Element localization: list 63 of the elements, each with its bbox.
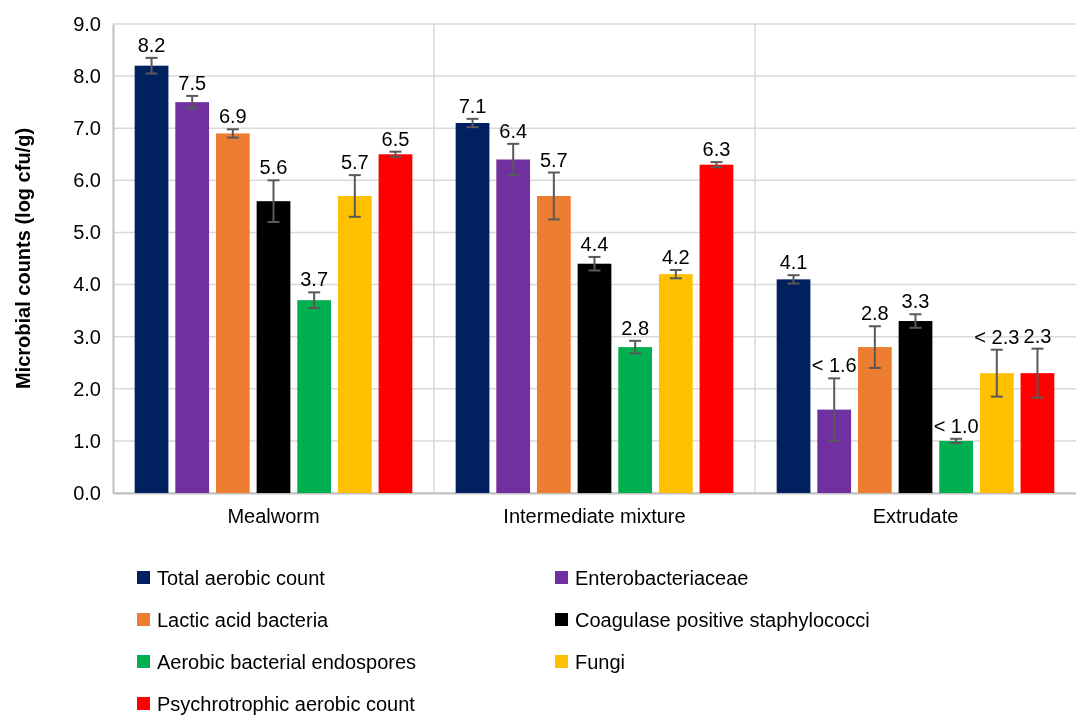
y-tick-label: 0.0 bbox=[73, 481, 101, 504]
bar bbox=[658, 274, 693, 493]
legend-label: Coagulase positive staphylococci bbox=[575, 609, 870, 631]
y-tick-label: 6.0 bbox=[73, 169, 101, 192]
bar bbox=[618, 347, 653, 493]
bar bbox=[378, 154, 413, 493]
data-label: 6.5 bbox=[381, 127, 410, 150]
bar bbox=[256, 201, 291, 493]
y-tick-label: 2.0 bbox=[73, 377, 101, 400]
bar bbox=[577, 263, 612, 493]
data-label: < 2.3 bbox=[974, 325, 1020, 348]
data-label: 4.1 bbox=[779, 251, 808, 274]
y-tick-label: 4.0 bbox=[73, 273, 101, 296]
y-axis-title: Microbial counts (log cfu/g) bbox=[12, 127, 34, 390]
data-label: 3.3 bbox=[901, 290, 930, 313]
legend-label: Fungi bbox=[575, 651, 626, 673]
data-label: 4.4 bbox=[580, 232, 609, 255]
y-tick-label: 7.0 bbox=[73, 117, 101, 140]
bar bbox=[898, 321, 933, 493]
bar bbox=[1020, 373, 1055, 493]
data-label: 2.8 bbox=[860, 302, 889, 325]
data-label: 8.2 bbox=[137, 33, 166, 56]
data-label: 4.2 bbox=[661, 245, 690, 268]
data-label: 7.5 bbox=[178, 71, 207, 94]
bar bbox=[699, 164, 734, 493]
bar bbox=[817, 409, 852, 493]
data-label: < 1.0 bbox=[933, 414, 979, 437]
data-label: 3.7 bbox=[300, 268, 329, 291]
data-label: 6.3 bbox=[702, 138, 731, 161]
data-label: < 1.6 bbox=[811, 354, 857, 377]
bar bbox=[337, 195, 372, 493]
x-tick-label: Extrudate bbox=[872, 505, 959, 528]
bar bbox=[776, 279, 811, 493]
y-tick-label: 9.0 bbox=[73, 12, 101, 35]
y-tick-label: 5.0 bbox=[73, 221, 101, 244]
data-label: 5.7 bbox=[340, 151, 369, 174]
data-label: 6.4 bbox=[499, 119, 528, 142]
legend-label: Total aerobic count bbox=[157, 567, 326, 589]
legend-label: Aerobic bacterial endospores bbox=[157, 651, 417, 673]
bar bbox=[215, 133, 250, 493]
bar bbox=[857, 347, 892, 493]
legend-label: Psychrotrophic aerobic count bbox=[157, 693, 416, 715]
data-label: 2.8 bbox=[621, 316, 650, 339]
legend-label: Enterobacteriaceae bbox=[575, 567, 749, 589]
data-label: 2.3 bbox=[1023, 324, 1052, 347]
bar bbox=[496, 159, 531, 493]
y-tick-label: 1.0 bbox=[73, 429, 101, 452]
bar bbox=[297, 300, 332, 493]
data-label: 6.9 bbox=[218, 105, 247, 128]
data-label: 5.7 bbox=[539, 148, 568, 171]
data-label: 5.6 bbox=[259, 156, 288, 179]
bar bbox=[175, 102, 210, 493]
bar bbox=[134, 65, 169, 493]
bar bbox=[536, 195, 571, 493]
y-tick-label: 8.0 bbox=[73, 65, 101, 88]
legend-label: Lactic acid bacteria bbox=[157, 609, 330, 631]
x-tick-label: Mealworm bbox=[227, 505, 320, 528]
bar bbox=[979, 373, 1014, 493]
x-tick-label: Intermediate mixture bbox=[503, 505, 686, 528]
data-label: 7.1 bbox=[458, 94, 487, 117]
y-tick-label: 3.0 bbox=[73, 325, 101, 348]
bar bbox=[455, 123, 490, 493]
bar bbox=[939, 440, 974, 493]
